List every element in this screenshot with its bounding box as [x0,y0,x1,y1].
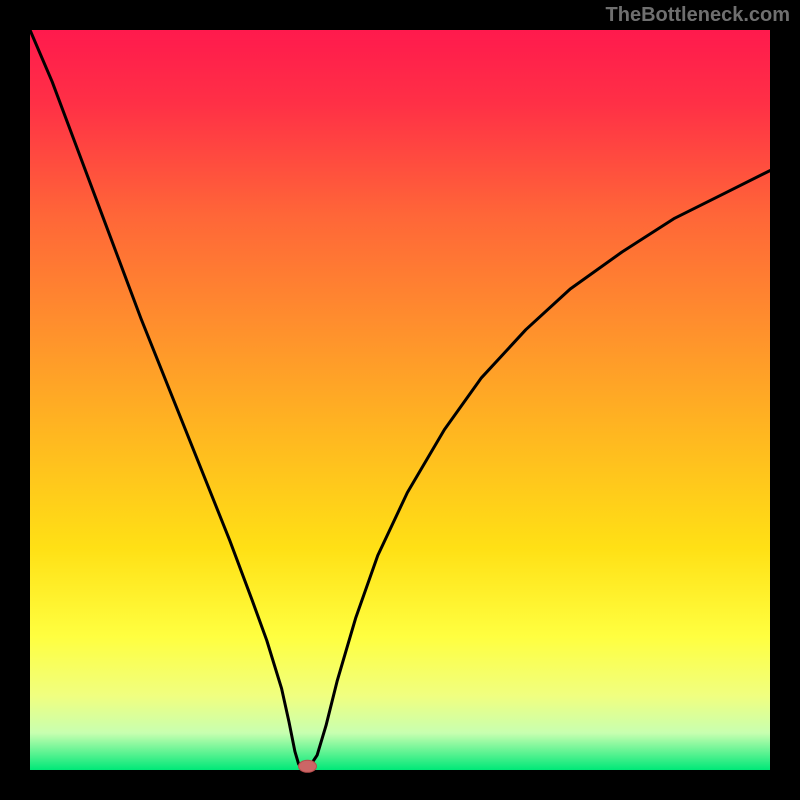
watermark-text: TheBottleneck.com [606,4,790,27]
chart-frame: TheBottleneck.com [0,0,800,800]
dip-marker [299,760,317,772]
plot-area-bg [30,30,770,770]
chart-svg [0,0,800,800]
